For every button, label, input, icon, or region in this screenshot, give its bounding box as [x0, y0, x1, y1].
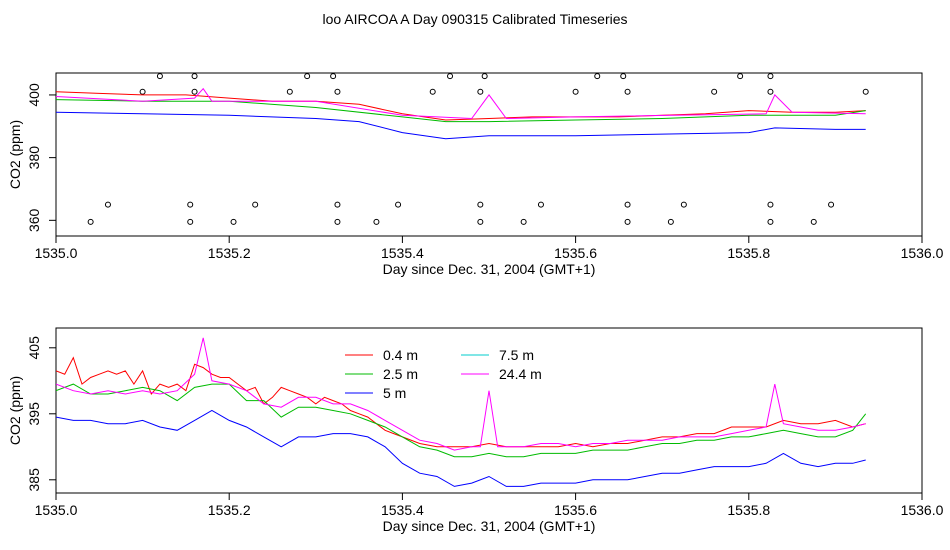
legend-label: 0.4 m	[383, 347, 418, 363]
legend-label: 24.4 m	[499, 366, 542, 382]
data-point	[230, 218, 237, 225]
data-point	[447, 73, 454, 80]
data-point	[334, 88, 341, 95]
x-tick-label: 1535.2	[208, 502, 251, 518]
x-tick-label: 1536.0	[901, 502, 944, 518]
x-tick-label: 1535.0	[35, 502, 78, 518]
data-point	[828, 201, 835, 208]
series-line-5-m	[56, 409, 866, 487]
data-point	[191, 73, 198, 80]
y-tick-label: 360	[26, 208, 42, 232]
data-point	[477, 88, 484, 95]
data-point	[477, 201, 484, 208]
data-point	[767, 73, 774, 80]
data-point	[667, 218, 674, 225]
data-point	[737, 73, 744, 80]
series-line-0-4-m	[56, 356, 866, 448]
plot-frame	[55, 327, 923, 494]
data-point	[429, 88, 436, 95]
data-point	[572, 88, 579, 95]
data-point	[520, 218, 527, 225]
y-tick-label: 405	[26, 336, 42, 360]
series-line-5-m	[56, 111, 866, 140]
x-tick-label: 1535.6	[554, 502, 597, 518]
data-point	[191, 88, 198, 95]
figure-title: loo AIRCOA A Day 090315 Calibrated Times…	[322, 11, 628, 27]
legend-label: 2.5 m	[383, 366, 418, 382]
series-line-24-4-m	[56, 87, 866, 120]
data-point	[304, 73, 311, 80]
data-point	[624, 201, 631, 208]
legend: 0.4 m 2.5 m 5 m 7.5 m 24.4 m	[345, 347, 542, 401]
plot-area	[56, 73, 869, 225]
data-point	[334, 218, 341, 225]
x-tick-label: 1535.2	[208, 245, 251, 261]
y-tick-label: 385	[26, 468, 42, 492]
y-tick-label: 380	[26, 146, 42, 170]
plot-frame	[55, 72, 923, 237]
series-line-2-5-m	[56, 383, 867, 458]
data-point	[477, 218, 484, 225]
data-point	[767, 218, 774, 225]
data-point	[620, 73, 627, 80]
x-tick-label: 1536.0	[901, 245, 944, 261]
y-axis-label: CO2 (ppm)	[7, 120, 23, 189]
y-tick-label: 400	[26, 83, 42, 107]
data-point	[537, 201, 544, 208]
data-point	[395, 201, 402, 208]
x-tick-label: 1535.0	[35, 245, 78, 261]
data-point	[104, 201, 111, 208]
data-point	[862, 88, 869, 95]
data-point	[624, 218, 631, 225]
data-point	[767, 201, 774, 208]
data-point	[156, 73, 163, 80]
y-tick-label: 395	[26, 402, 42, 426]
data-point	[810, 218, 817, 225]
x-tick-label: 1535.8	[727, 502, 770, 518]
x-tick-label: 1535.4	[381, 245, 424, 261]
x-tick-label: 1535.4	[381, 502, 424, 518]
data-point	[87, 218, 94, 225]
data-point	[711, 88, 718, 95]
legend-label: 5 m	[383, 385, 406, 401]
x-tick-label: 1535.6	[554, 245, 597, 261]
data-point	[767, 88, 774, 95]
x-axis-label: Day since Dec. 31, 2004 (GMT+1)	[383, 518, 596, 534]
data-point	[334, 201, 341, 208]
data-point	[252, 201, 259, 208]
series-line-24-4-m	[56, 337, 866, 451]
chart-panel-1: 1535.0 1535.2 1535.4 1535.6 1535.8 1536.0 Day …	[7, 72, 944, 277]
data-point	[187, 218, 194, 225]
y-axis-label: CO2 (ppm)	[7, 376, 23, 445]
data-point	[624, 88, 631, 95]
x-axis-label: Day since Dec. 31, 2004 (GMT+1)	[383, 261, 596, 277]
data-point	[373, 218, 380, 225]
data-point	[187, 201, 194, 208]
x-tick-label: 1535.8	[727, 245, 770, 261]
legend-label: 7.5 m	[499, 347, 534, 363]
plot-area	[56, 337, 867, 487]
series-line-0-4-m	[56, 91, 866, 121]
data-point	[330, 73, 337, 80]
data-point	[680, 201, 687, 208]
data-point	[286, 88, 293, 95]
data-point	[139, 88, 146, 95]
data-point	[594, 73, 601, 80]
chart-panel-2: 1535.0 1535.2 1535.4 1535.6 1535.8 1536.0 Day …	[7, 327, 944, 534]
data-point	[481, 73, 488, 80]
